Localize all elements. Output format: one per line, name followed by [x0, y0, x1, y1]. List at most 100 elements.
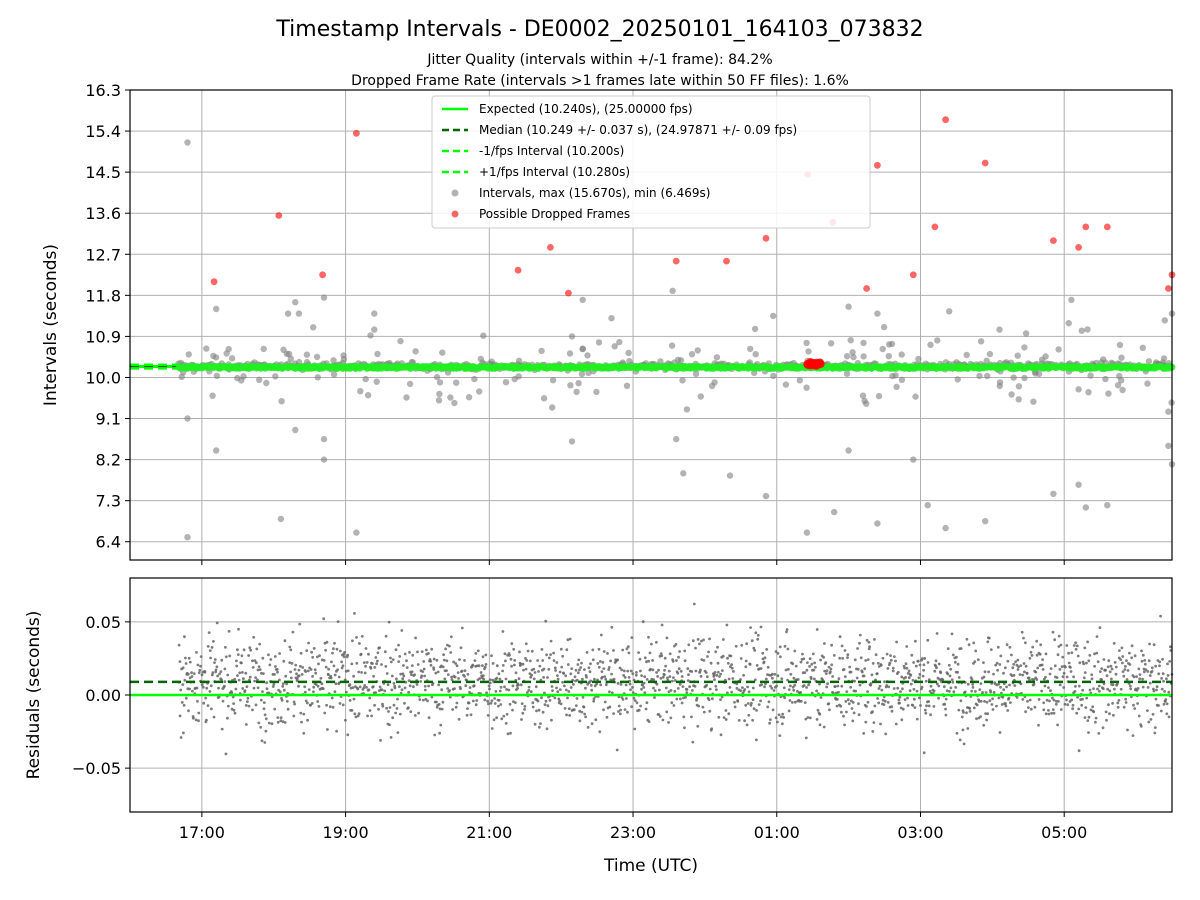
residual-point [267, 691, 271, 695]
interval-point [688, 351, 696, 358]
residual-point [750, 639, 754, 643]
residual-point [195, 686, 199, 690]
residual-point [598, 730, 602, 734]
residual-point [669, 716, 673, 720]
residual-point [429, 659, 433, 663]
residual-point [369, 666, 373, 670]
residual-point [860, 670, 864, 674]
residual-point [823, 642, 826, 645]
residual-point [1113, 687, 1116, 691]
residual-point [504, 721, 508, 725]
residual-point [864, 720, 868, 724]
residual-point [221, 699, 225, 703]
residual-point [606, 652, 609, 655]
residual-point [1021, 698, 1025, 701]
residual-point [1028, 698, 1032, 702]
residual-point [842, 714, 845, 718]
residual-point [399, 672, 403, 676]
residual-point [346, 733, 350, 737]
interval-point [212, 354, 220, 361]
residual-point [183, 635, 186, 639]
interval-point [310, 324, 317, 331]
residual-point [299, 664, 302, 668]
residual-point [385, 706, 388, 710]
residual-point [344, 718, 347, 722]
residual-point [645, 660, 648, 664]
residual-point [901, 687, 904, 691]
residual-point [336, 620, 340, 623]
residual-point [1014, 660, 1017, 664]
residual-point [986, 640, 990, 644]
residual-point [818, 723, 822, 727]
residual-point [200, 683, 204, 687]
residual-point [378, 685, 382, 689]
residual-point [680, 701, 684, 705]
residual-point [236, 653, 240, 656]
interval-point [874, 520, 881, 527]
residual-point [388, 723, 391, 727]
interval-point [213, 372, 221, 380]
residual-point [675, 659, 678, 662]
residual-point [188, 687, 192, 691]
residual-point [785, 628, 789, 631]
legend-label-expected: Expected (10.240s), (25.00000 fps) [479, 102, 693, 116]
residual-point [452, 660, 455, 664]
residual-point [251, 708, 254, 712]
residual-point [979, 699, 983, 703]
residual-point [660, 623, 664, 627]
residual-point [493, 697, 496, 700]
residual-point [727, 712, 731, 716]
residual-point [778, 645, 782, 649]
residual-point [313, 668, 317, 672]
residual-point [645, 678, 649, 681]
residual-point [1114, 665, 1118, 669]
residual-point [998, 663, 1002, 666]
interval-point [1116, 341, 1124, 349]
residual-point [481, 674, 485, 678]
residual-point [427, 652, 430, 655]
residual-point [397, 643, 400, 647]
interval-point [616, 338, 623, 346]
residual-point [311, 675, 314, 678]
residual-point [788, 699, 792, 702]
residual-point [345, 690, 348, 694]
residual-point [527, 689, 531, 692]
residual-point [951, 653, 955, 657]
residual-point [763, 656, 767, 660]
residual-point [1104, 710, 1108, 714]
residual-point [1136, 702, 1139, 705]
residual-point [578, 719, 582, 723]
residual-point [846, 698, 850, 702]
interval-point [320, 294, 328, 301]
residual-point [743, 719, 746, 723]
interval-point [1055, 346, 1062, 353]
residual-point [814, 665, 817, 669]
residual-point [1113, 661, 1117, 664]
residual-point [968, 707, 972, 710]
residual-point [708, 637, 711, 641]
residual-point [691, 740, 695, 744]
legend: Expected (10.240s), (25.00000 fps) Media… [431, 95, 871, 229]
interval-point [770, 372, 777, 380]
residual-point [806, 716, 810, 719]
residual-point [327, 667, 330, 671]
residual-point [390, 688, 394, 692]
interval-point [213, 447, 220, 454]
dropped-frame-point [353, 129, 360, 137]
residual-point [426, 699, 429, 703]
residual-point [217, 686, 220, 690]
residual-point [1069, 666, 1072, 669]
residual-point [605, 715, 609, 719]
interval-point [611, 343, 618, 350]
residual-point [246, 696, 250, 700]
residual-point [1011, 666, 1015, 670]
residual-point [531, 705, 535, 709]
interval-point [803, 384, 810, 391]
residual-point [907, 669, 911, 673]
residual-point [213, 658, 217, 661]
residual-point [943, 702, 947, 706]
residual-point [565, 713, 568, 717]
residual-point [524, 656, 527, 660]
residual-point [958, 738, 962, 742]
interval-point [340, 352, 347, 359]
